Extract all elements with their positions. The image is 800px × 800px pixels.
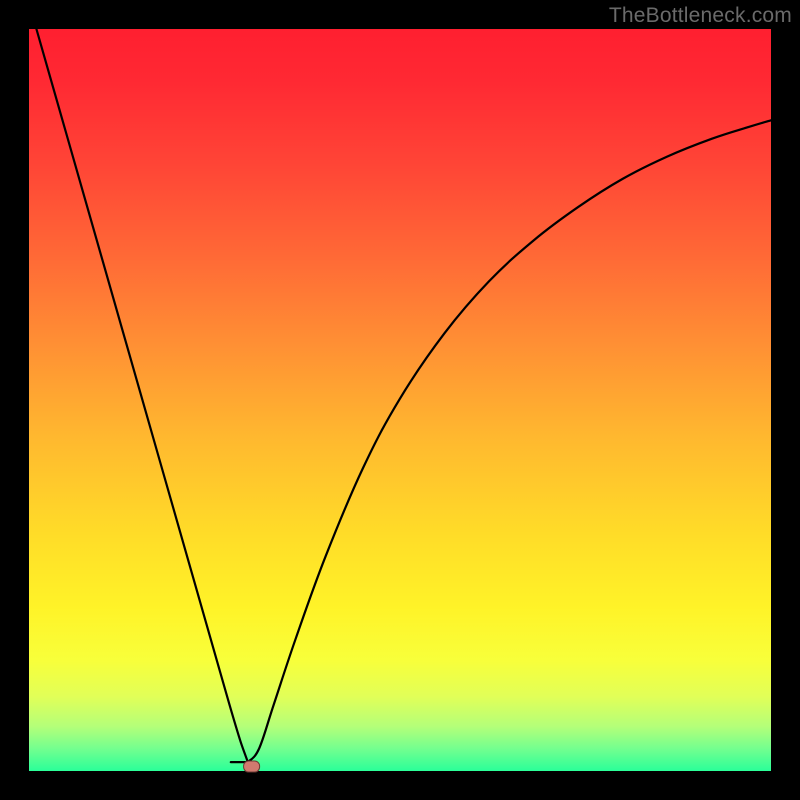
optimum-marker [244,761,260,772]
watermark-text: TheBottleneck.com [609,4,792,28]
bottleneck-chart [0,0,800,800]
